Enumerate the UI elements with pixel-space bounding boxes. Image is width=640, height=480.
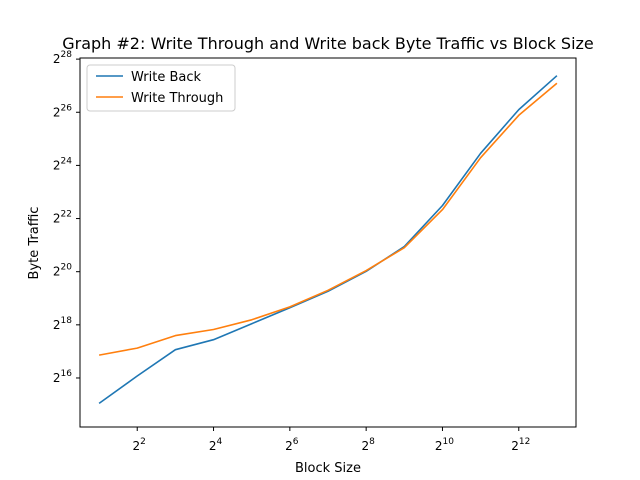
series-lines (98, 75, 558, 405)
x-tick-label: 212 (511, 437, 530, 453)
x-tick-label: 28 (361, 437, 375, 453)
plot-area (79, 57, 577, 428)
x-tick-label: 210 (435, 437, 454, 453)
y-axis-label: Byte Traffic (27, 207, 42, 280)
x-tick-label: 22 (133, 437, 146, 453)
x-tick-label: 24 (209, 437, 223, 453)
x-axis-label: Block Size (295, 461, 361, 476)
legend-label-write-through: Write Through (131, 91, 223, 106)
legend-label-write-back: Write Back (131, 70, 201, 85)
series-line-write-through (98, 82, 558, 356)
chart-title: Graph #2: Write Through and Write back B… (62, 34, 594, 53)
y-tick-label: 222 (53, 210, 72, 226)
x-axis: 22 24 26 28 210 212 (133, 427, 530, 453)
y-tick-label: 216 (53, 369, 72, 385)
y-tick-label: 220 (53, 263, 72, 279)
legend-box (86, 64, 236, 112)
legend: Write Back Write Through (86, 64, 236, 112)
x-tick-label: 26 (285, 437, 299, 453)
y-tick-label: 226 (53, 103, 72, 119)
y-tick-label: 218 (53, 316, 72, 332)
y-tick-label: 228 (53, 50, 72, 66)
series-line-write-back (98, 75, 558, 405)
y-tick-label: 224 (53, 156, 72, 172)
y-axis: 216 218 220 222 224 226 228 (53, 50, 80, 385)
